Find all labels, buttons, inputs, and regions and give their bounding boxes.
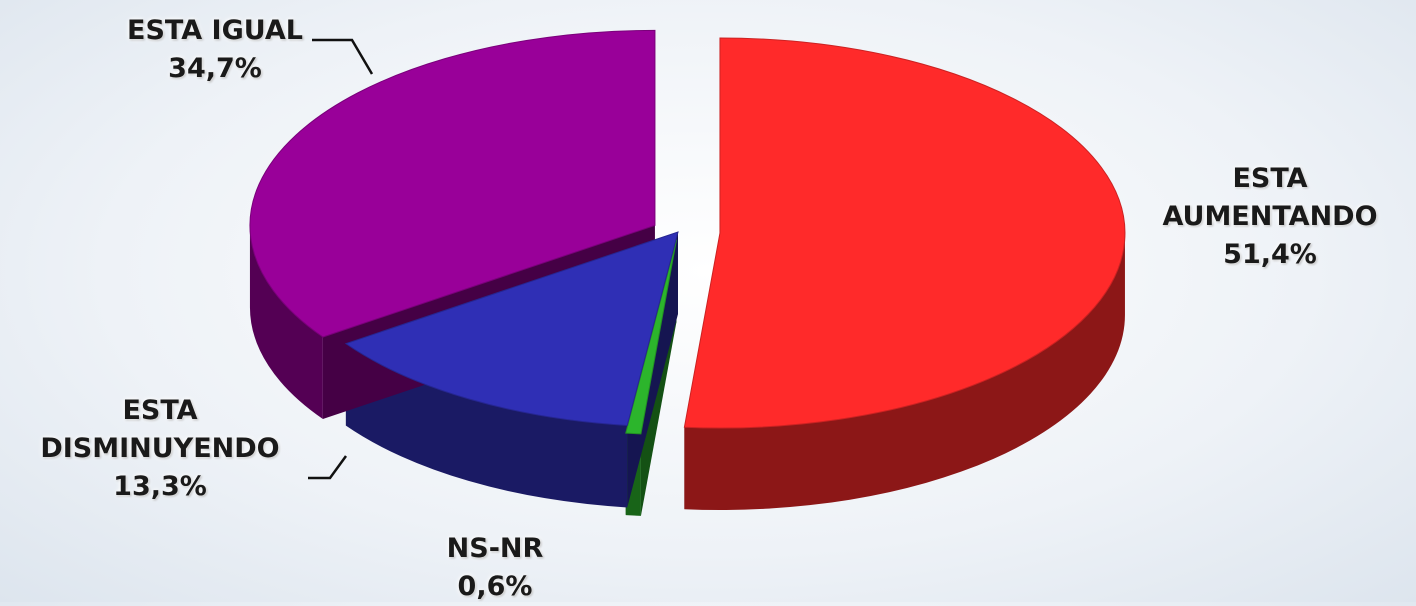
leader-line: [308, 455, 348, 480]
slice-tops: [249, 29, 1126, 435]
slice-label: ESTA DISMINUYENDO 13,3%: [0, 392, 320, 506]
leader-line: [312, 38, 374, 75]
slice: [625, 239, 677, 435]
slice: [249, 29, 656, 338]
slice-label: ESTA AUMENTANDO 51,4%: [1160, 160, 1380, 274]
category-label: ESTA IGUAL: [127, 15, 303, 46]
value-label: 0,6%: [457, 571, 533, 602]
slice-outer-wall: [684, 233, 1125, 511]
category-label: NS-NR: [446, 533, 544, 564]
value-label: 34,7%: [168, 53, 262, 84]
value-label: 13,3%: [113, 471, 207, 502]
category-label: ESTA AUMENTANDO: [1162, 163, 1378, 232]
slice-label: NS-NR 0,6%: [440, 530, 550, 606]
value-label: 51,4%: [1223, 239, 1317, 270]
slice: [344, 231, 679, 426]
category-label: ESTA DISMINUYENDO: [40, 395, 280, 464]
slice: [683, 37, 1126, 429]
slice-label: ESTA IGUAL 34,7%: [70, 12, 360, 88]
slice-outer-wall: [249, 225, 323, 420]
